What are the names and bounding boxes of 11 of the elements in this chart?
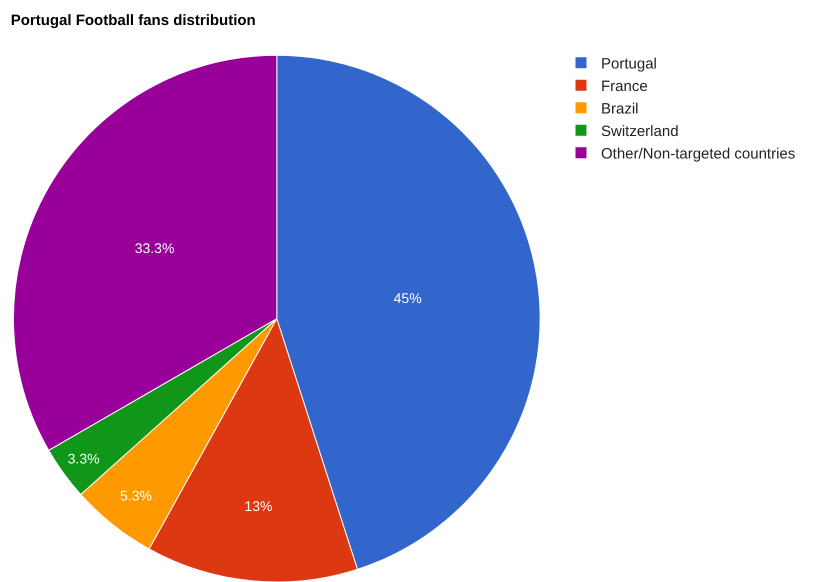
data-label: 5.3% bbox=[120, 487, 152, 504]
data-label: 3.3% bbox=[68, 450, 100, 467]
data-label: 13% bbox=[244, 498, 272, 514]
legend-label: Switzerland bbox=[601, 123, 679, 140]
legend-label: France bbox=[601, 78, 648, 96]
data-label: 33.3% bbox=[134, 240, 174, 256]
legend-label: Other/Non-targeted countries bbox=[601, 146, 796, 163]
data-label: 45% bbox=[394, 290, 422, 306]
legend-label: Portugal bbox=[601, 56, 657, 73]
chart-title: Portugal Football fans distribution bbox=[10, 12, 256, 30]
legend-label: Brazil bbox=[601, 100, 639, 118]
